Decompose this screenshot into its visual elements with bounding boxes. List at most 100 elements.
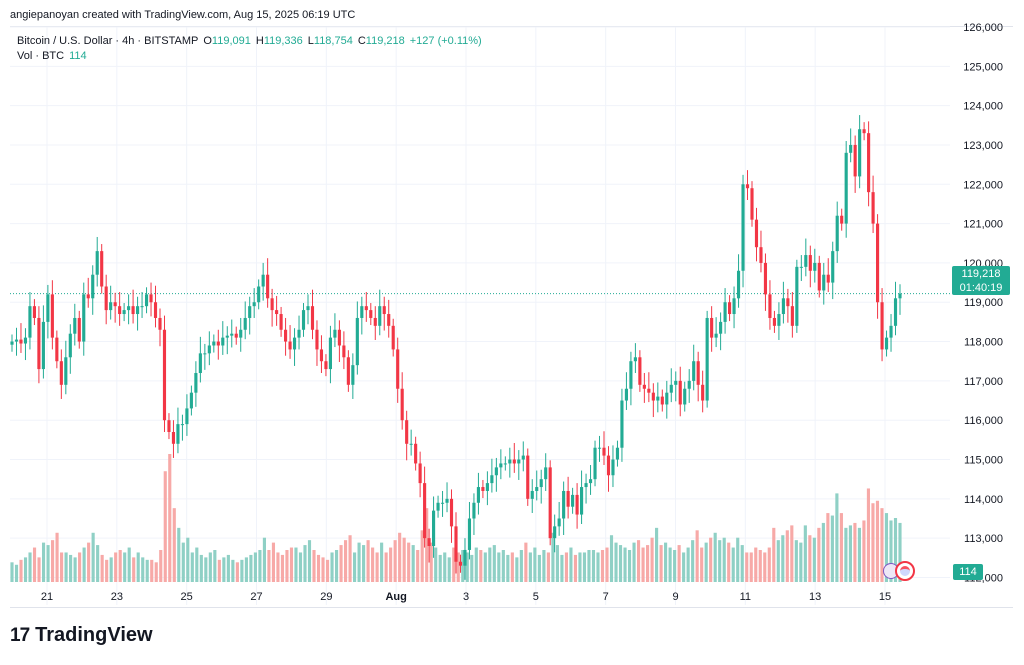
candle-body: [279, 314, 283, 330]
candle-body: [10, 341, 14, 345]
volume-bar: [325, 559, 330, 582]
volume-bar: [380, 542, 384, 582]
candle-body: [687, 380, 691, 389]
candle-body: [880, 302, 884, 350]
volume-bar: [402, 537, 406, 582]
candle-body: [23, 337, 28, 344]
candle-body: [364, 306, 368, 311]
candle-body: [660, 396, 664, 405]
volume-bar: [366, 540, 370, 582]
volume-bar: [235, 562, 239, 582]
price-tick-label: 114,000: [964, 494, 1003, 506]
volume-bar: [821, 522, 825, 582]
candle-body: [889, 325, 893, 338]
candle-body: [638, 357, 642, 385]
volume-bar: [362, 545, 366, 582]
event-markers[interactable]: [883, 561, 917, 581]
volume-bar: [470, 554, 474, 582]
volume-bar: [353, 552, 357, 582]
tradingview-brand[interactable]: 17 TradingView: [10, 624, 153, 647]
candle-body: [862, 129, 866, 134]
volume-bar: [650, 537, 654, 582]
time-tick-label: 27: [250, 591, 262, 603]
open-value: 119,091: [211, 35, 251, 47]
price-tick-label: 125,000: [963, 61, 1003, 73]
us-economic-event-icon[interactable]: [895, 561, 915, 581]
time-tick-label: 13: [809, 591, 821, 603]
volume-bar: [231, 559, 235, 582]
volume-bar: [474, 547, 478, 582]
volume-bar: [871, 503, 875, 582]
volume-bar: [434, 547, 438, 582]
low-value: 118,754: [313, 35, 353, 47]
candle-body: [248, 306, 252, 318]
candle-body: [557, 518, 561, 527]
symbol-label[interactable]: Bitcoin / U.S. Dollar · 4h · BITSTAMP: [17, 35, 199, 47]
candle-body: [445, 498, 449, 503]
volume-bar: [438, 554, 442, 582]
candle-body: [351, 365, 355, 385]
candle-body: [476, 487, 480, 503]
volume-bar: [465, 552, 469, 582]
current-price: 119,218: [961, 268, 1001, 280]
candle-body: [64, 357, 68, 385]
candle-body: [257, 286, 261, 303]
high-label: H: [255, 35, 264, 47]
volume-bar: [772, 527, 776, 582]
candle-body: [400, 388, 404, 421]
volume-bar: [686, 547, 690, 582]
candle-body: [243, 317, 247, 330]
candle-body: [642, 384, 646, 389]
candle-body: [140, 306, 144, 308]
volume-bar: [393, 540, 397, 582]
volume-bar: [745, 552, 749, 582]
candle-body: [14, 339, 19, 342]
volume-bar: [145, 559, 149, 582]
candle-body: [503, 463, 507, 465]
volume-bar: [682, 552, 686, 582]
candle-body: [100, 251, 104, 287]
volume-label[interactable]: Vol · BTC: [17, 50, 65, 62]
candle-body: [409, 443, 413, 445]
volume-bar: [375, 552, 379, 582]
time-tick-label: 9: [672, 591, 678, 603]
candle-body: [306, 306, 310, 311]
candle-body: [46, 294, 50, 322]
candle-body: [324, 361, 328, 370]
volume-bar: [307, 540, 312, 582]
candle-body: [817, 262, 821, 291]
volume-bar: [447, 557, 451, 582]
time-tick-label: 7: [603, 591, 609, 603]
volume-bar: [812, 537, 816, 582]
change-value: +127 (+0.11%): [409, 35, 482, 47]
candle-body: [777, 314, 781, 326]
volume-bar: [655, 527, 659, 582]
candle-body: [91, 274, 95, 299]
candle-body: [144, 294, 149, 307]
candle-body: [113, 302, 117, 307]
candle-body: [759, 247, 763, 263]
candle-body: [234, 333, 238, 338]
candle-body: [342, 345, 346, 358]
volume-bar: [763, 552, 767, 582]
volume-bar: [334, 550, 339, 582]
volume-bar: [677, 545, 681, 582]
candle-body: [620, 400, 624, 448]
volume-bar: [727, 542, 731, 582]
volume-bar: [285, 550, 289, 582]
candle-body: [82, 294, 86, 342]
candle-body: [387, 314, 391, 326]
candle-body: [719, 321, 723, 334]
price-tick-label: 121,000: [963, 219, 1003, 231]
volume-bar: [199, 554, 203, 582]
candle-body: [786, 298, 790, 307]
candle-body: [728, 302, 732, 315]
volume-bar: [546, 552, 550, 582]
candle-body: [548, 467, 552, 539]
volume-bar: [542, 550, 546, 582]
volume-bar: [78, 552, 82, 582]
candle-body: [418, 463, 422, 484]
candle-body: [893, 298, 898, 326]
candle-body: [714, 333, 718, 338]
